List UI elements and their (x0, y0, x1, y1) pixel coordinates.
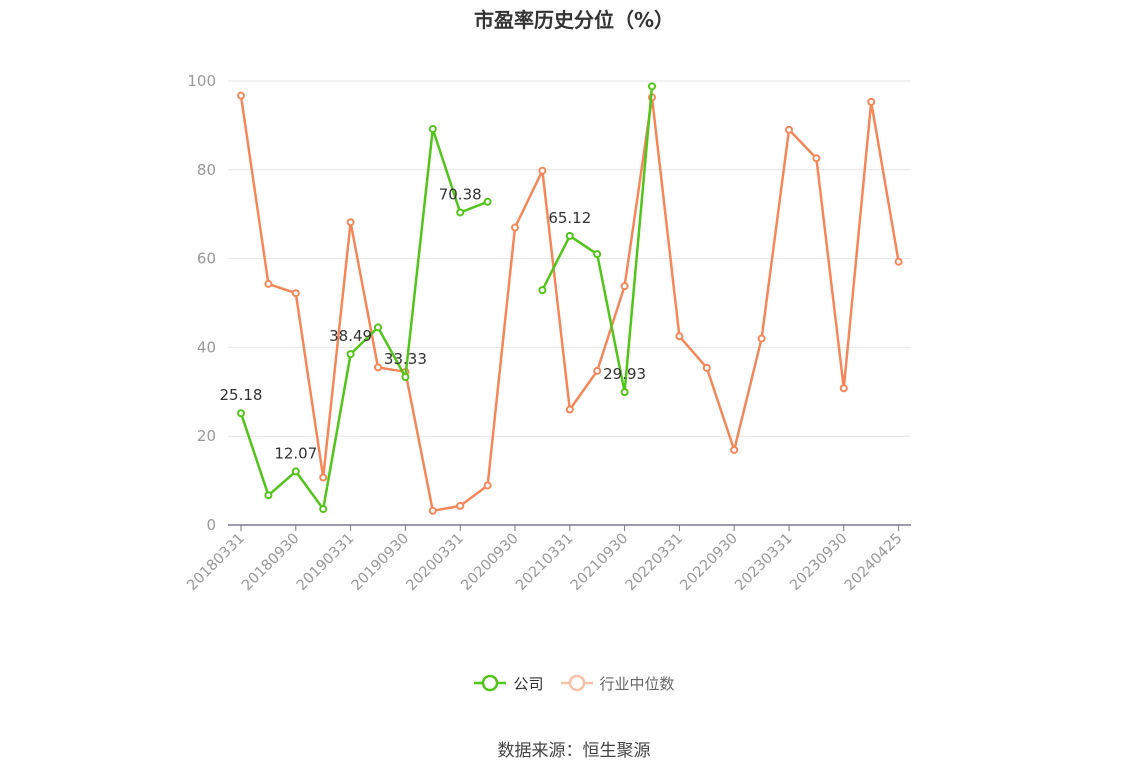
data-point (264, 279, 273, 288)
x-tick-label: 20240425 (842, 531, 906, 595)
axes: 0 20 40 60 80 100 2018033120180930201903312019… (184, 72, 911, 594)
data-point (237, 409, 245, 418)
gridlines (228, 80, 911, 437)
data-point (648, 82, 656, 91)
x-tick-label: 20220930 (678, 531, 742, 595)
data-point (319, 505, 328, 514)
legend-line-icon-company (474, 674, 507, 692)
data-point (620, 282, 629, 291)
x-tick-label: 20190930 (349, 531, 413, 595)
x-tick-label: 20190331 (294, 531, 358, 595)
x-tick-label: 20230331 (732, 531, 796, 595)
data-point (620, 388, 629, 397)
y-tick-label: 80 (197, 161, 216, 179)
legend-item-company[interactable]: 公司 (473, 672, 544, 694)
series-line (239, 95, 900, 513)
data-point (319, 473, 328, 482)
x-tick-label: 20200930 (458, 531, 522, 595)
data-label: 12.07 (274, 444, 317, 462)
data-point (785, 125, 793, 134)
data-point (428, 506, 437, 515)
data-label: 38.49 (329, 327, 372, 345)
legend-label-company: 公司 (513, 674, 544, 693)
series (237, 82, 903, 515)
data-point (428, 124, 437, 133)
data-point (291, 289, 300, 298)
data-point (894, 257, 903, 266)
data-point (730, 445, 739, 454)
data-point (675, 332, 684, 341)
data-label: 33.33 (384, 350, 427, 368)
series-line (239, 127, 489, 511)
x-tick-label: 20200331 (404, 531, 468, 595)
data-label: 65.12 (548, 209, 591, 227)
data-point (593, 366, 602, 375)
legend-label-industry-median: 行业中位数 (599, 674, 675, 693)
y-tick-label: 60 (197, 250, 216, 268)
x-tick-label: 20230930 (787, 531, 851, 595)
legend: 公司 行业中位数 (0, 672, 1148, 694)
data-point (374, 363, 382, 372)
y-tick-label: 20 (197, 427, 216, 445)
data-point (538, 286, 547, 295)
x-tick-label: 20180930 (239, 531, 303, 595)
data-point (483, 197, 492, 206)
x-tick-label: 20210930 (568, 531, 632, 595)
data-point (264, 491, 273, 500)
data-point (565, 405, 574, 414)
data-point (346, 218, 355, 227)
data-point (565, 231, 574, 240)
data-labels: 25.18 12.07 38.49 33.33 70.38 65.12 29.93 (220, 186, 647, 463)
y-tick-label: 100 (187, 72, 216, 90)
data-point (401, 373, 410, 382)
data-label: 70.38 (439, 186, 482, 204)
x-tick-label: 20180331 (184, 531, 248, 595)
series-industry-median (237, 91, 903, 515)
data-point (757, 334, 766, 343)
data-point (538, 166, 547, 175)
data-point (374, 323, 382, 332)
data-source: 数据来源：恒生聚源 (497, 741, 651, 761)
series-company (237, 82, 656, 514)
data-point (237, 91, 245, 100)
data-point (483, 481, 492, 490)
y-tick-label: 0 (206, 516, 216, 534)
x-tick-label: 20220331 (623, 531, 687, 595)
series-line (541, 86, 654, 394)
data-point (702, 363, 711, 372)
x-tick-label: 20210331 (513, 531, 577, 595)
data-point (291, 467, 300, 476)
y-tick-label: 40 (197, 338, 216, 356)
chart-title: 市盈率历史分位（%） (473, 8, 675, 32)
data-point (511, 223, 519, 232)
legend-item-industry-median[interactable]: 行业中位数 (560, 672, 675, 694)
data-point (346, 350, 355, 359)
data-point (812, 154, 821, 163)
data-point (456, 501, 465, 510)
data-label: 25.18 (220, 386, 263, 404)
data-point (593, 250, 602, 259)
data-point (839, 384, 848, 393)
data-point (456, 208, 465, 217)
data-point (867, 97, 876, 106)
data-label: 29.93 (603, 365, 646, 383)
legend-line-icon-industry (560, 674, 593, 692)
